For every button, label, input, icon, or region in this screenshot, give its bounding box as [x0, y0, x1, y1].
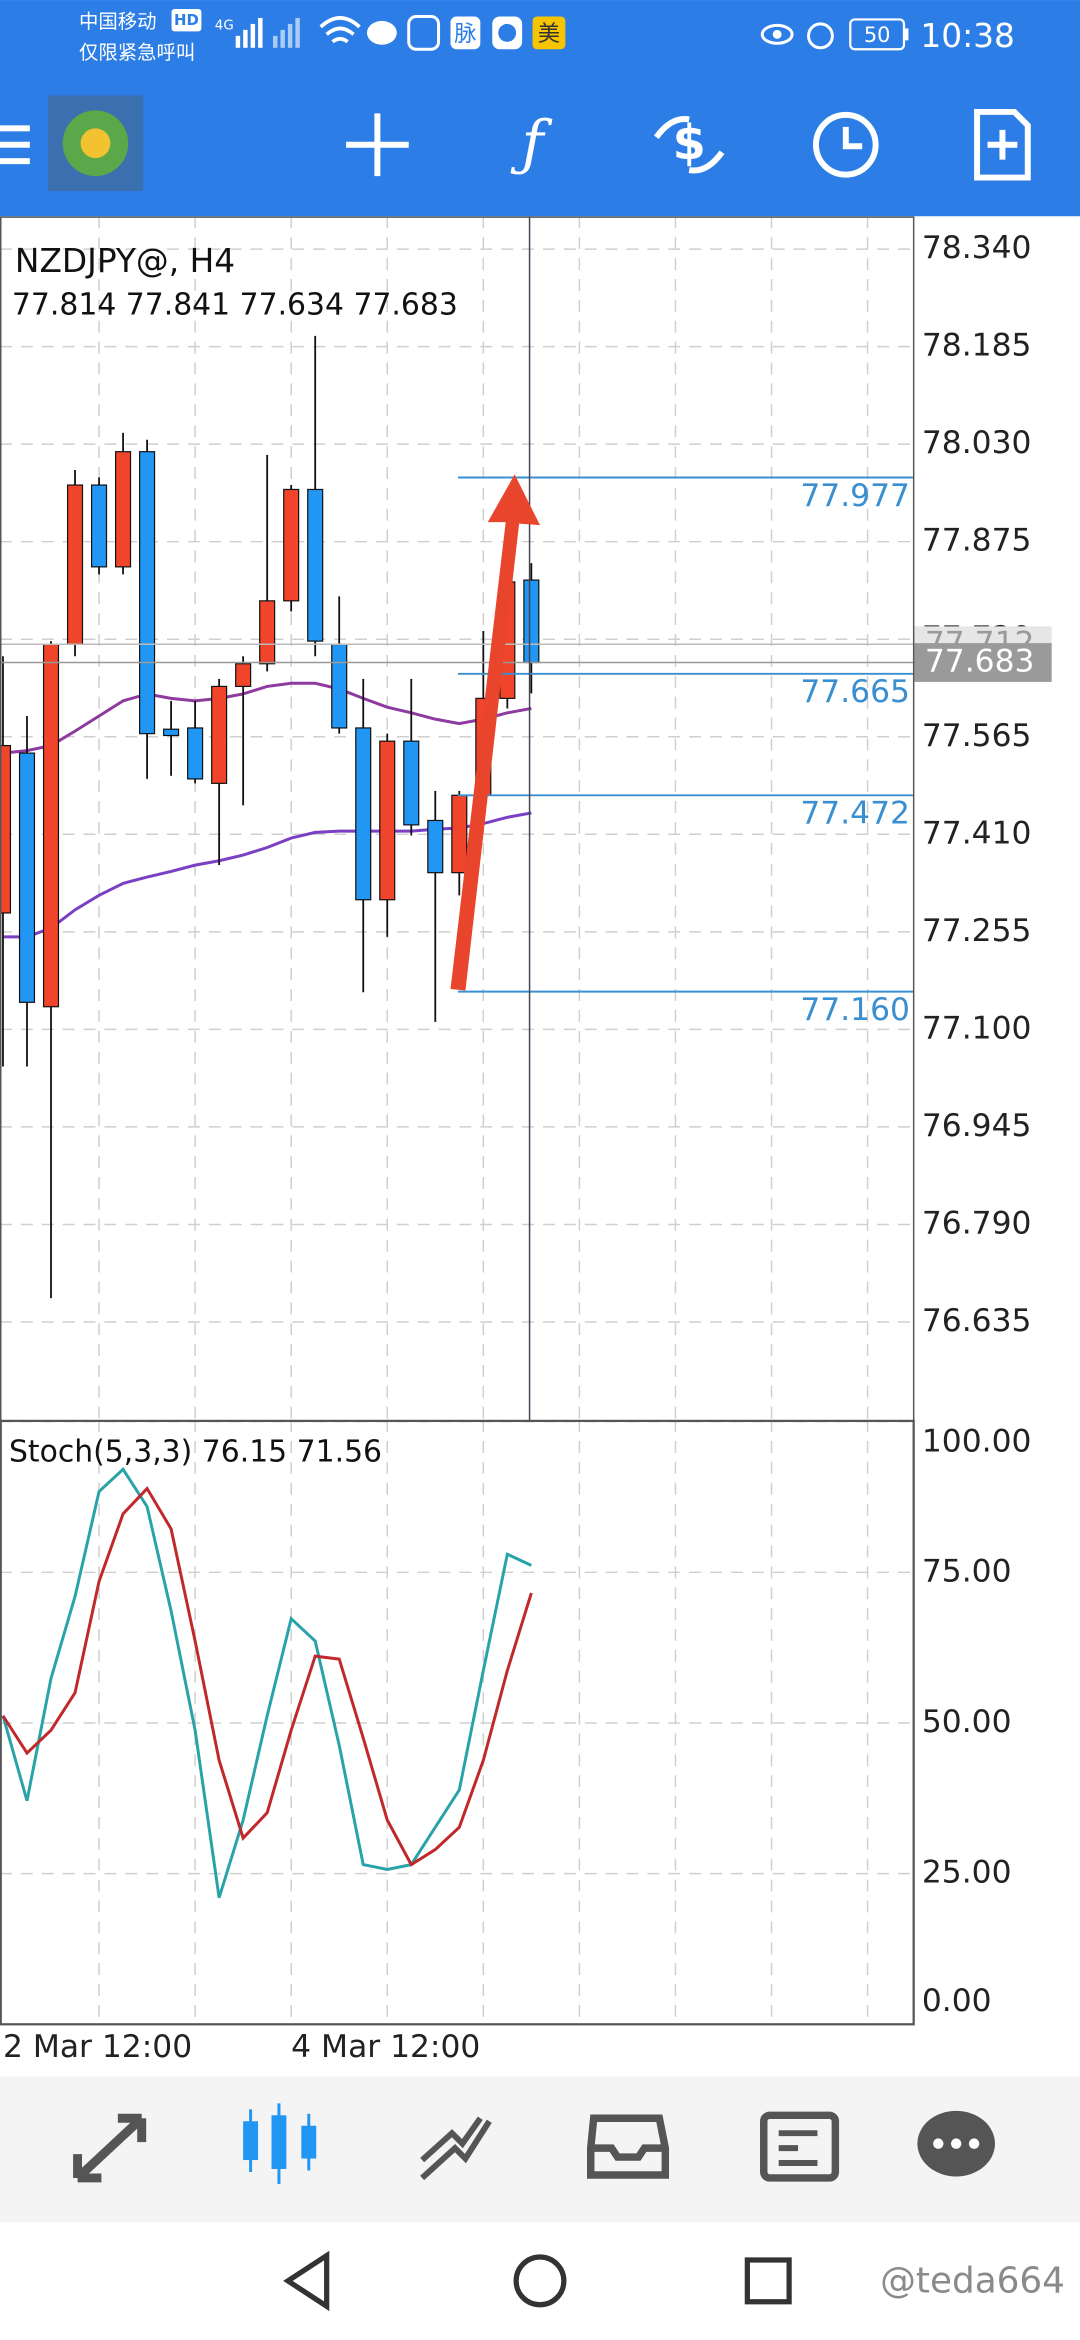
watermark: @teda664 — [880, 2260, 1065, 2301]
y-tick-label: 78.030 — [922, 425, 1032, 461]
network: 4G — [215, 18, 234, 33]
stoch-line — [1, 1466, 532, 1899]
hd: HD — [174, 11, 199, 29]
app-logo-center — [80, 128, 111, 159]
candle-body — [187, 727, 204, 780]
x-tick-label: 4 Mar 12:00 — [291, 2029, 480, 2065]
candle-body — [211, 685, 228, 784]
battery-level: 50 — [864, 23, 891, 47]
chat-dots — [933, 2138, 980, 2149]
y-tick-label: 76.635 — [922, 1303, 1032, 1339]
new-order-button[interactable] — [974, 108, 1031, 181]
app-icon — [532, 16, 566, 50]
app-label: 脉 — [454, 21, 476, 47]
eye-pupil — [772, 29, 782, 39]
chart-title: NZDJPY@, H4 — [15, 242, 235, 280]
y-tick-label: 25.00 — [922, 1855, 1012, 1891]
candle-body — [331, 643, 348, 729]
candle-body — [307, 488, 324, 642]
stoch-line — [1, 1486, 533, 1867]
y-tick-label: 77.875 — [922, 523, 1032, 559]
moving-average — [2, 681, 532, 755]
hd-badge — [171, 9, 202, 32]
wifi — [319, 16, 361, 44]
candle-body — [451, 794, 468, 874]
news-lines — [778, 2130, 818, 2167]
wechat — [366, 20, 397, 45]
y-tick-label: 76.790 — [922, 1205, 1032, 1241]
x-tick-label: 2 Mar 12:00 — [3, 2029, 192, 2065]
candle-body — [115, 451, 132, 568]
bottom-nav — [0, 2076, 1080, 2223]
crosshair-button[interactable] — [346, 113, 409, 177]
candle-body — [355, 727, 372, 901]
candle-body — [18, 752, 36, 1003]
candle-body — [523, 579, 540, 664]
clock: 10:38 — [920, 17, 1015, 55]
quotes-tab[interactable] — [73, 2113, 147, 2183]
candle-body — [139, 451, 156, 735]
candle-body — [90, 484, 108, 568]
y-tick-label: 77.410 — [922, 815, 1032, 851]
candle-body — [163, 728, 180, 737]
carrier: 中国移动 — [79, 10, 157, 33]
y-tick-label: 77.255 — [922, 913, 1032, 949]
home-button[interactable] — [513, 2254, 567, 2308]
trade-button[interactable] — [653, 116, 725, 174]
y-tick-label: 77.100 — [922, 1010, 1032, 1046]
ohlc-header: 77.814 77.841 77.634 77.683 — [12, 287, 458, 322]
recents-button[interactable] — [744, 2257, 792, 2305]
battery-tip — [903, 28, 909, 41]
clock-hands — [842, 126, 863, 150]
candle-body — [0, 744, 12, 914]
stoch-frame — [0, 1419, 915, 2026]
news-tab[interactable] — [760, 2111, 840, 2182]
bid-tag — [914, 643, 1052, 682]
level-label: 77.160 — [800, 992, 910, 1028]
level-label: 77.977 — [800, 478, 910, 514]
candle-body — [403, 740, 420, 826]
bid-label: 77.683 — [925, 644, 1035, 680]
timeframe-button[interactable] — [812, 111, 879, 178]
y-tick-label: 0.00 — [922, 1983, 992, 2019]
candle-body — [283, 488, 300, 602]
app-icon — [450, 16, 481, 50]
trade-tab[interactable] — [420, 2116, 492, 2181]
candle-body — [235, 663, 252, 688]
drawn-arrow — [450, 474, 540, 991]
app-icon — [407, 14, 441, 51]
y-tick-label: 76.945 — [922, 1108, 1032, 1144]
candle-body — [66, 484, 84, 645]
back-button[interactable] — [283, 2250, 330, 2312]
emergency: 仅限紧急呼叫 — [79, 41, 195, 64]
candle-body — [42, 643, 60, 1008]
app-label: 美 — [538, 21, 560, 47]
app-icon-dot — [498, 23, 517, 42]
level-label: 77.665 — [800, 674, 910, 710]
y-tick-label: 100.00 — [922, 1424, 1032, 1460]
signal — [235, 17, 300, 48]
eye-icon — [760, 23, 794, 45]
trade-icon: $ — [673, 116, 706, 171]
alarm-icon — [807, 22, 834, 50]
candle-body — [259, 600, 276, 665]
stoch-title: Stoch(5,3,3) 76.15 71.56 — [9, 1434, 382, 1469]
menu-button[interactable] — [0, 125, 30, 165]
y-tick-label: 77.565 — [922, 718, 1032, 754]
y-tick-label: 75.00 — [922, 1553, 1012, 1589]
y-tick-label: 50.00 — [922, 1704, 1012, 1740]
system-nav — [0, 2222, 1080, 2340]
level-label: 77.472 — [800, 796, 910, 832]
chart-tab[interactable] — [243, 2103, 317, 2184]
candle-body — [379, 740, 396, 901]
candle-body — [427, 819, 444, 874]
y-tick-label: 78.185 — [922, 328, 1032, 364]
history-tab[interactable] — [586, 2114, 670, 2179]
y-tick-label: 78.340 — [922, 230, 1032, 266]
chart-background — [0, 216, 1080, 2077]
